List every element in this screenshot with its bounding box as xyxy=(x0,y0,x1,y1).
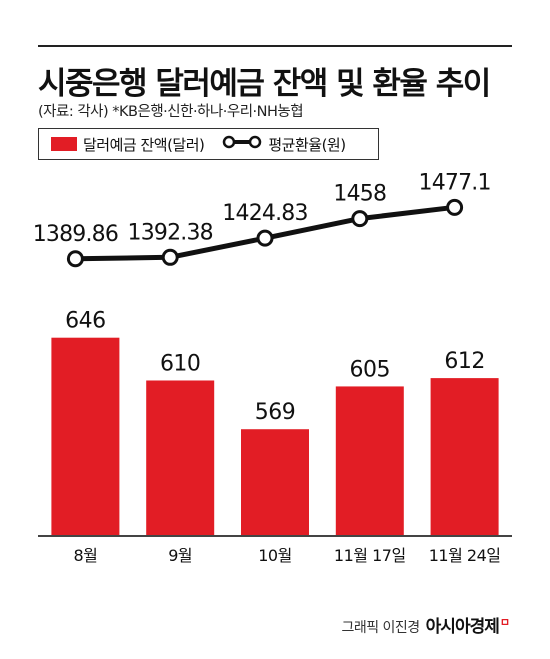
legend-line-label: 평균환율(원) xyxy=(268,135,346,154)
bar-2 xyxy=(146,380,215,535)
bar-value-label-5: 612 xyxy=(444,349,485,374)
category-label-2: 9월 xyxy=(168,546,192,565)
legend-item-deposit: 달러예금 잔액(달러) xyxy=(51,134,205,155)
graphic-credit: 그래픽 이진경 xyxy=(341,620,420,636)
bar-5 xyxy=(430,378,499,535)
exchange-rate-label-3: 1424.83 xyxy=(222,201,307,226)
publisher-logo-mark: ㅁ xyxy=(499,616,510,629)
credit: 그래픽 이진경 아시아경제 ㅁ xyxy=(341,612,510,637)
legend: 달러예금 잔액(달러) 평균환율(원) xyxy=(38,128,379,160)
exchange-rate-label-2: 1392.38 xyxy=(128,220,213,245)
exchange-rate-point-2 xyxy=(161,248,179,266)
bar-1 xyxy=(51,337,120,535)
legend-bar-label: 달러예금 잔액(달러) xyxy=(83,135,205,154)
publisher-logo: 아시아경제 xyxy=(425,617,500,637)
bar-value-label-1: 646 xyxy=(65,309,106,334)
category-label-1: 8월 xyxy=(73,546,97,565)
legend-item-exchange-rate: 평균환율(원) xyxy=(222,134,346,155)
exchange-rate-point-4 xyxy=(351,210,369,228)
chart-title: 시중은행 달러예금 잔액 및 환율 추이 xyxy=(38,66,491,102)
exchange-rate-point-3 xyxy=(256,229,274,247)
line-marker-icon xyxy=(222,135,262,153)
exchange-rate-label-5: 1477.1 xyxy=(419,170,491,195)
bar-value-label-2: 610 xyxy=(160,351,201,376)
bar-4 xyxy=(335,386,404,535)
category-label-4: 11월 17일 xyxy=(334,546,406,565)
exchange-rate-point-5 xyxy=(446,198,464,216)
exchange-rate-label-1: 1389.86 xyxy=(33,222,118,247)
bar-value-label-3: 569 xyxy=(255,400,296,425)
bar-value-label-4: 605 xyxy=(350,357,391,382)
category-label-5: 11월 24일 xyxy=(429,546,501,565)
bar-swatch-icon xyxy=(51,137,77,151)
top-rule xyxy=(38,45,512,47)
exchange-rate-point-1 xyxy=(66,250,84,268)
exchange-rate-label-4: 1458 xyxy=(333,182,386,207)
category-label-3: 10월 xyxy=(258,546,292,565)
bar-3 xyxy=(241,429,309,535)
source-note: (자료: 각사) *KB은행·신한·하나·우리·NH농협 xyxy=(38,104,304,120)
bottom-rule xyxy=(38,535,512,537)
